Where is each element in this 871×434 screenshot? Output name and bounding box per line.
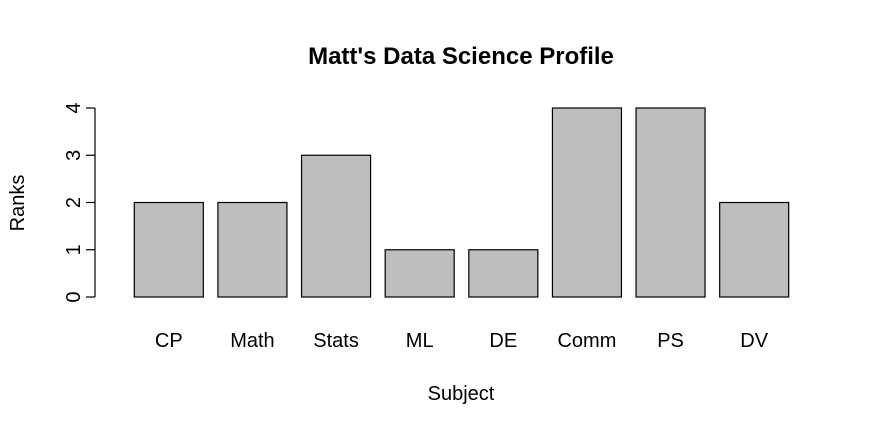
y-tick-label: 0 xyxy=(63,291,85,302)
y-tick-label: 1 xyxy=(63,244,85,255)
x-tick-label: PS xyxy=(657,330,684,352)
x-tick-label: ML xyxy=(406,330,434,352)
bar-ps xyxy=(635,107,706,298)
x-tick-label: Math xyxy=(230,330,274,352)
bar-math xyxy=(217,201,288,298)
x-tick-label: Stats xyxy=(313,330,359,352)
y-tick-label: 3 xyxy=(63,150,85,161)
x-tick-labels: CP Math Stats ML DE Comm PS DV xyxy=(155,330,769,352)
x-axis-label: Subject xyxy=(428,383,495,405)
chart-title: Matt's Data Science Profile xyxy=(308,43,614,70)
x-tick-label: DV xyxy=(740,330,768,352)
y-tick-label: 2 xyxy=(63,197,85,208)
bar-ml xyxy=(384,249,455,298)
bar-cp xyxy=(133,201,204,298)
x-tick-label: DE xyxy=(489,330,517,352)
bar-de xyxy=(468,249,539,298)
bar-dv xyxy=(719,201,790,298)
bar-comm xyxy=(551,107,623,298)
y-axis-label: Ranks xyxy=(7,175,29,232)
bar-stats xyxy=(300,154,372,298)
x-tick-label: CP xyxy=(155,330,183,352)
bars-group xyxy=(133,107,790,298)
y-tick-label: 4 xyxy=(63,102,85,113)
x-tick-label: Comm xyxy=(557,330,616,352)
y-axis: 0 1 2 3 4 xyxy=(63,102,96,303)
